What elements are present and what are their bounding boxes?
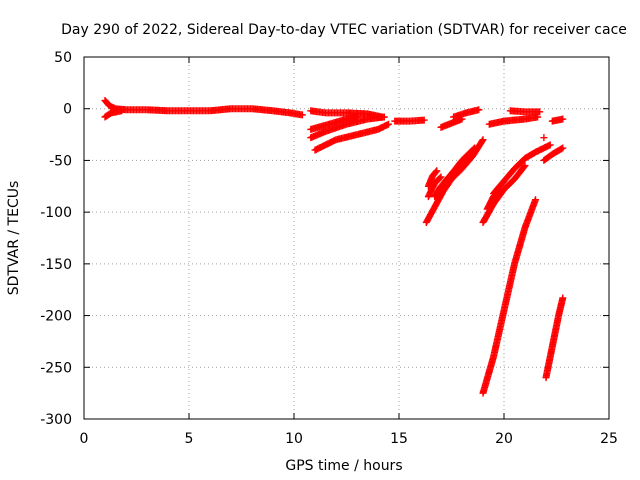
grid-lines	[84, 57, 609, 419]
data-point	[546, 141, 554, 149]
data-point	[436, 174, 444, 182]
x-tick-label: 5	[185, 431, 194, 447]
data-point	[432, 168, 440, 176]
x-tick-label: 15	[390, 431, 408, 447]
data-point	[471, 144, 479, 152]
data-point	[420, 116, 428, 124]
y-tick-label: 0	[63, 102, 72, 118]
y-tick-label: -150	[40, 257, 72, 273]
data-point	[118, 107, 126, 115]
data-point	[470, 145, 478, 153]
data-point	[380, 113, 388, 121]
chart-title: Day 290 of 2022, Sidereal Day-to-day VTE…	[61, 22, 627, 38]
axis-ticks	[83, 56, 610, 420]
y-axis-label: SDTVAR / TECUs	[6, 181, 22, 296]
data-point	[521, 162, 529, 170]
data-point	[353, 113, 361, 121]
x-tick-label: 25	[600, 431, 618, 447]
x-axis-label: GPS time / hours	[285, 458, 402, 474]
data-point	[559, 144, 567, 152]
data-point	[433, 167, 441, 175]
data-point	[478, 137, 486, 145]
data-point	[437, 173, 445, 181]
y-tick-label: -50	[49, 153, 72, 169]
data-point	[532, 196, 539, 204]
x-tick-label: 20	[495, 431, 513, 447]
data-point	[559, 115, 567, 123]
plot-frame	[83, 56, 610, 420]
y-tick-label: -250	[40, 360, 72, 376]
y-tick-label: -300	[40, 412, 72, 428]
tick-labels: 0 5 10 15 20 25 -300 -250 -200 -150 -100 -50 0 50	[40, 50, 618, 447]
data-point	[475, 106, 483, 114]
y-tick-label: -100	[40, 205, 72, 221]
x-tick-label: 10	[285, 431, 303, 447]
x-tick-label: 0	[80, 431, 89, 447]
data-point	[520, 163, 528, 171]
data-point	[479, 136, 487, 144]
data-point	[559, 294, 567, 302]
data-point	[540, 134, 548, 142]
data-point	[298, 111, 306, 119]
y-tick-label: 50	[54, 50, 72, 66]
y-tick-label: -200	[40, 309, 72, 325]
data-point	[536, 108, 544, 116]
data-point	[385, 120, 392, 128]
data-points	[101, 96, 567, 397]
